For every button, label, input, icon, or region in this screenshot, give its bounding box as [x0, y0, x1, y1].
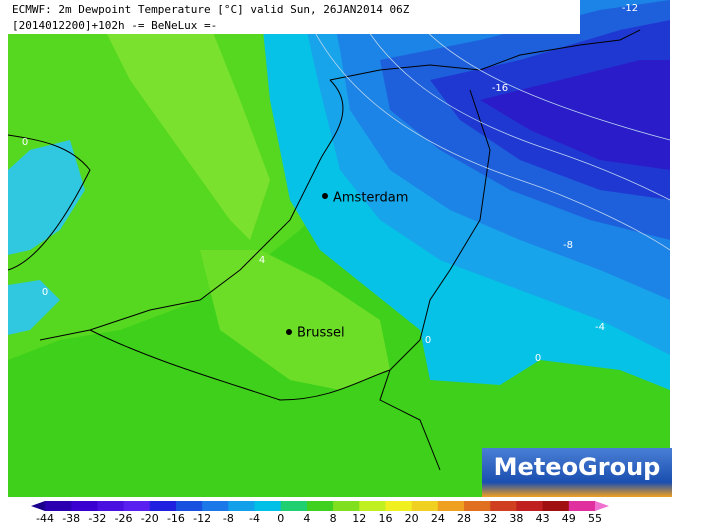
colorbar-label: -44: [36, 512, 54, 525]
contour-label: -12: [622, 3, 638, 14]
contour-label: 0: [22, 137, 28, 148]
contour-label: -8: [563, 240, 573, 251]
colorbar-segment: [568, 501, 596, 511]
colorbar-arrow: [595, 501, 609, 511]
colorbar-label: 16: [378, 512, 392, 525]
colorbar-segment: [411, 501, 439, 511]
map: [7, 0, 671, 497]
contour-label: 0: [42, 287, 48, 298]
colorbar-segment: [123, 501, 151, 511]
colorbar-segment: [490, 501, 517, 511]
contour-label: 0: [425, 335, 431, 346]
colorbar-label: -32: [88, 512, 106, 525]
colorbar-label: -20: [141, 512, 159, 525]
colorbar-segment: [175, 501, 203, 511]
colorbar-label: -38: [62, 512, 80, 525]
logo: MeteoGroup: [494, 453, 661, 481]
colorbar: -44 -38 -32 -26 -20 -16 -12 -8 -4 0 4 8 12 16 20 24 28 32…: [31, 501, 609, 525]
borders: [7, 29, 641, 471]
colorbar-label: 49: [562, 512, 576, 525]
colorbar-segment: [333, 501, 360, 511]
colorbar-segment: [228, 501, 256, 511]
colorbar-arrow: [31, 501, 45, 511]
contour-labels: -12 -16 0 0 4 0 0 -8 -4: [22, 3, 638, 364]
colorbar-segment: [359, 501, 386, 511]
colorbar-segment: [542, 501, 570, 511]
colorbar-label: -26: [115, 512, 133, 525]
colorbar-segment: [306, 501, 334, 511]
colorbar-label: 0: [277, 512, 284, 525]
colorbar-label: 38: [509, 512, 523, 525]
colorbar-label: 28: [457, 512, 471, 525]
colorbar-segment: [71, 501, 98, 511]
colorbar-label: -4: [249, 512, 260, 525]
colorbar-label: -16: [167, 512, 185, 525]
colorbar-segment: [254, 501, 282, 511]
colorbar-segment: [516, 501, 544, 511]
zone-sea-west-2: [8, 280, 60, 335]
header-line: [2014012200]+102h -= BeNeLux =-: [12, 19, 217, 32]
colorbar-segment: [385, 501, 413, 511]
colorbar-segment: [97, 501, 125, 511]
colorbar-segment: [437, 501, 465, 511]
colorbar-label: 8: [330, 512, 337, 525]
zone-light-green-2: [200, 250, 390, 390]
colorbar-segment: [280, 501, 308, 511]
colorbar-label: 12: [352, 512, 366, 525]
header-line: ECMWF: 2m Dewpoint Temperature [°C] vali…: [12, 3, 410, 16]
colorbar-segment: [149, 501, 177, 511]
zone-deepest-blue: [480, 60, 670, 170]
header-box: [8, 0, 580, 34]
city-dot: [286, 329, 292, 335]
contour-label: -4: [595, 322, 605, 333]
colorbar-label: 20: [405, 512, 419, 525]
colorbar-segment: [202, 501, 229, 511]
city-dot: [322, 193, 328, 199]
logo-box: [482, 448, 672, 497]
zone-sea-west: [8, 140, 85, 255]
city-label: Brussel: [297, 326, 345, 341]
colorbar-label: 43: [536, 512, 550, 525]
city-label: Amsterdam: [333, 191, 408, 206]
colorbar-label: 55: [588, 512, 602, 525]
colorbar-label: -8: [223, 512, 234, 525]
colorbar-label: 24: [431, 512, 445, 525]
colorbar-label: 4: [303, 512, 310, 525]
zone-light-green: [90, 0, 270, 240]
colorbar-segment: [45, 501, 72, 511]
contour-label: 4: [259, 255, 265, 266]
contour-label: 0: [535, 353, 541, 364]
colorbar-segment: [464, 501, 491, 511]
contour-label: -16: [492, 83, 508, 94]
colorbar-label: -12: [193, 512, 211, 525]
colorbar-label: 32: [483, 512, 497, 525]
